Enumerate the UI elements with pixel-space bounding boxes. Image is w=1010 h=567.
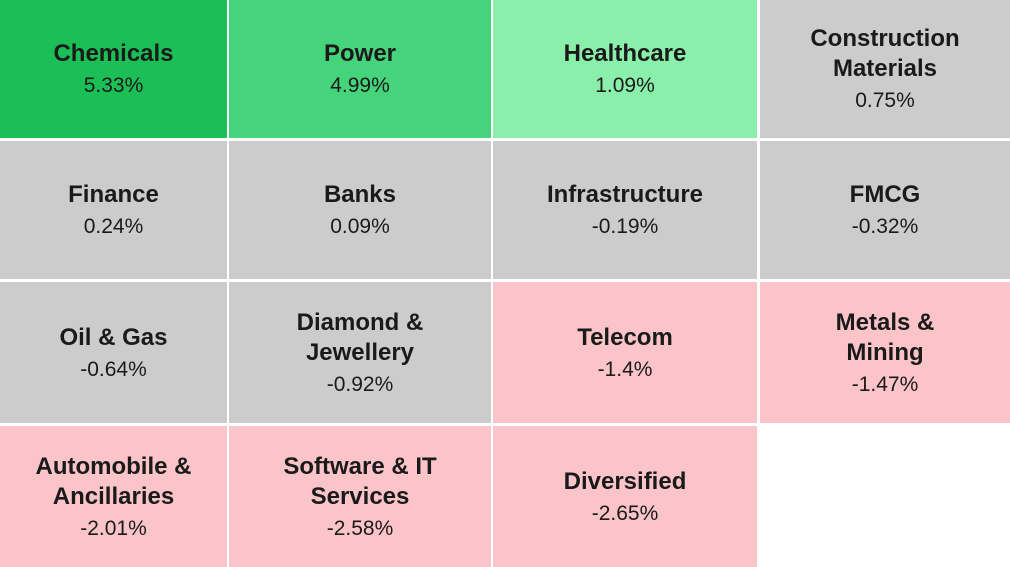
sector-change: -2.58% [326,516,394,540]
sector-tile-diamond-jewellery[interactable]: Diamond & Jewellery -0.92% [229,282,491,423]
sector-change: 0.75% [855,89,915,112]
sector-tile-oil-gas[interactable]: Oil & Gas -0.64% [0,282,227,423]
sector-name: Metals & Mining [835,308,935,366]
sector-tile-software-it-services[interactable]: Software & IT Services -2.58% [229,426,491,567]
sector-change: 5.33% [83,74,144,97]
sector-change: 0.09% [330,215,390,238]
sector-tile-fmcg[interactable]: FMCG -0.32% [760,141,1010,279]
sector-change: -2.01% [80,516,147,540]
sector-tile-banks[interactable]: Banks 0.09% [229,141,491,279]
sector-change: -0.92% [326,372,394,396]
sector-change: -1.4% [597,357,653,381]
sector-name: Finance [68,181,159,208]
sector-tile-healthcare[interactable]: Healthcare 1.09% [493,0,757,138]
sector-name: Infrastructure [546,181,704,208]
sector-change: 0.24% [83,215,144,238]
sector-name: Healthcare [563,40,687,67]
sector-name: Banks [323,181,397,208]
sector-tile-infrastructure[interactable]: Infrastructure -0.19% [493,141,757,279]
sector-tile-metals-mining[interactable]: Metals & Mining -1.47% [760,282,1010,423]
sector-name: Chemicals [53,40,174,67]
sector-name: Automobile & Ancillaries [35,452,192,510]
sector-change: -1.47% [851,372,919,396]
sector-name: Construction Materials [810,25,960,82]
sector-name: Power [323,40,397,67]
sector-change: -0.19% [591,215,659,238]
sector-name: Oil & Gas [59,323,168,351]
sector-name: FMCG [849,181,921,208]
sector-name: Diamond & Jewellery [296,308,424,366]
sector-tile-power[interactable]: Power 4.99% [229,0,491,138]
sector-tile-chemicals[interactable]: Chemicals 5.33% [0,0,227,138]
sector-change: 4.99% [330,74,390,97]
sector-change: 1.09% [595,74,655,97]
sector-tile-construction-materials[interactable]: Construction Materials 0.75% [760,0,1010,138]
sector-change: -2.65% [591,501,659,525]
sector-name: Telecom [577,323,673,351]
sector-tile-finance[interactable]: Finance 0.24% [0,141,227,279]
sector-name: Software & IT Services [283,452,437,510]
sector-name: Diversified [563,467,687,495]
sector-change: -0.64% [80,357,147,381]
sector-change: -0.32% [851,215,919,238]
sector-tile-automobile-ancillaries[interactable]: Automobile & Ancillaries -2.01% [0,426,227,567]
sector-tile-telecom[interactable]: Telecom -1.4% [493,282,757,423]
empty-cell [760,426,1010,567]
sector-tile-diversified[interactable]: Diversified -2.65% [493,426,757,567]
